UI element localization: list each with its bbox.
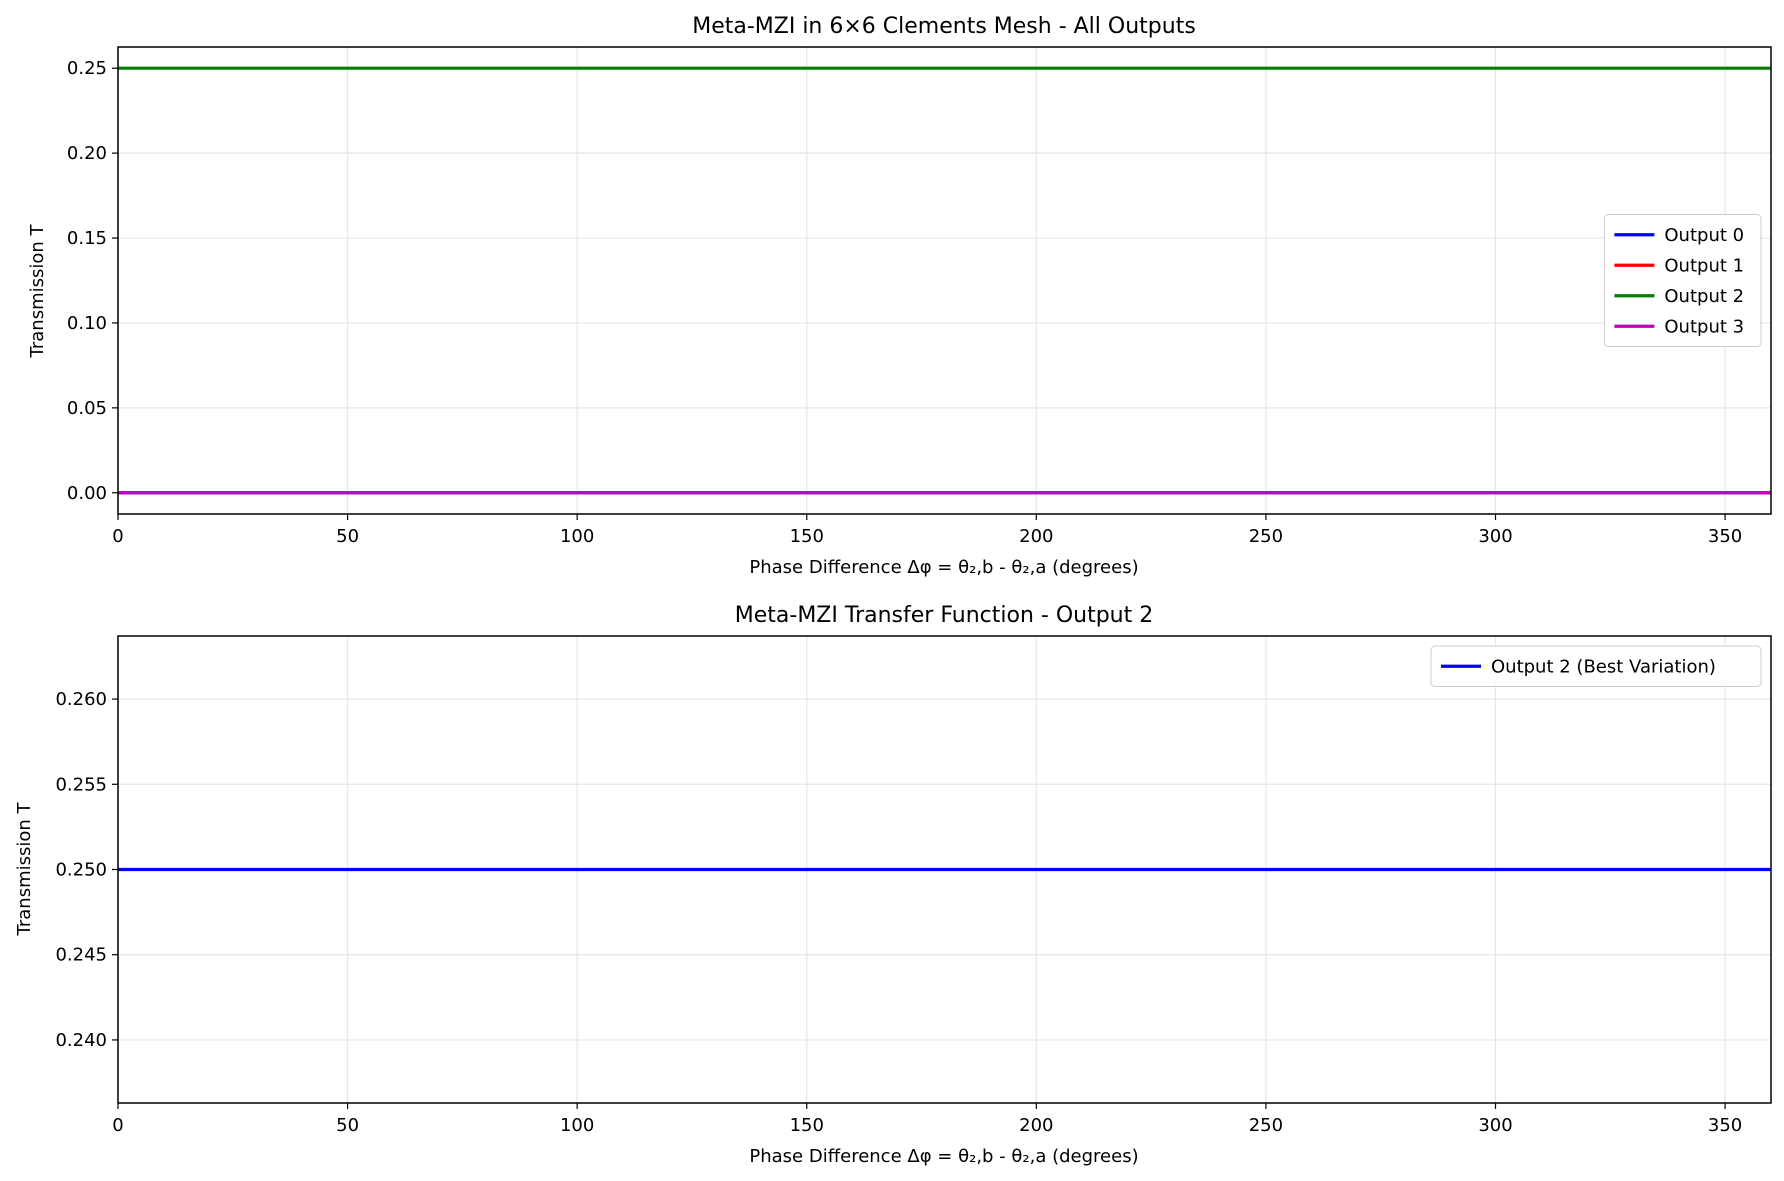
- legend-box: [1603, 214, 1762, 347]
- chart-title: Meta-MZI in 6×6 Clements Mesh - All Outp…: [692, 14, 1196, 39]
- x-axis-label: Phase Difference Δφ = θ₂,b - θ₂,a (degre…: [749, 1146, 1138, 1167]
- x-tick-label: 0: [112, 1115, 123, 1136]
- x-tick-label: 300: [1478, 1115, 1512, 1136]
- x-tick-label: 100: [560, 526, 594, 547]
- y-tick-label: 0.255: [55, 774, 107, 795]
- y-tick-label: 0.00: [67, 483, 107, 504]
- y-tick-label: 0.15: [67, 228, 107, 249]
- legend: Output 2 (Best Variation): [1430, 645, 1762, 687]
- chart-title: Meta-MZI Transfer Function - Output 2: [735, 603, 1153, 628]
- plot-frame: [117, 46, 1772, 515]
- x-tick-label: 200: [1019, 526, 1053, 547]
- legend-box: [1430, 645, 1762, 687]
- x-tick-label: 300: [1478, 526, 1512, 547]
- x-tick-label: 100: [560, 1115, 594, 1136]
- y-axis-label: Transmission T: [27, 223, 48, 358]
- y-tick-label: 0.250: [55, 860, 107, 881]
- y-tick-label: 0.20: [67, 143, 107, 164]
- plot-area-1: 0 50 100 150 200 250 300 350 0.00 0.05 0.10 0.15 0.2…: [67, 46, 1772, 547]
- series-group: [118, 66, 1771, 495]
- x-tick-label: 250: [1249, 1115, 1283, 1136]
- legend: Output 0 Output 1 Output 2 Output 3: [1603, 214, 1762, 347]
- x-tick-label: 350: [1708, 526, 1742, 547]
- x-axis-label: Phase Difference Δφ = θ₂,b - θ₂,a (degre…: [749, 557, 1138, 578]
- chart-2: Meta-MZI Transfer Function - Output 2 Ph…: [14, 603, 1772, 1167]
- x-tick-label: 50: [336, 526, 359, 547]
- y-tick-label: 0.10: [67, 313, 107, 334]
- x-tick-label: 150: [790, 1115, 824, 1136]
- legend-label: Output 3: [1664, 316, 1744, 337]
- y-tick-label: 0.245: [55, 945, 107, 966]
- y-tick-label: 0.260: [55, 689, 107, 710]
- x-tick-label: 0: [112, 526, 123, 547]
- x-tick-label: 250: [1249, 526, 1283, 547]
- y-tick-label: 0.05: [67, 398, 107, 419]
- x-tick-label: 150: [790, 526, 824, 547]
- x-tick-label: 50: [336, 1115, 359, 1136]
- legend-label: Output 2: [1664, 286, 1744, 307]
- legend-label: Output 0: [1664, 225, 1744, 246]
- y-tick-label: 0.25: [67, 58, 107, 79]
- legend-label: Output 2 (Best Variation): [1491, 656, 1716, 677]
- x-tick-label: 350: [1708, 1115, 1742, 1136]
- chart-1: Meta-MZI in 6×6 Clements Mesh - All Outp…: [27, 14, 1772, 578]
- legend-label: Output 1: [1664, 255, 1744, 276]
- plot-area-2: 0 50 100 150 200 250 300 350 0.240 0.245 0.250 0.25…: [55, 635, 1772, 1136]
- y-axis-label: Transmission T: [14, 801, 35, 936]
- x-tick-label: 200: [1019, 1115, 1053, 1136]
- y-tick-label: 0.240: [55, 1030, 107, 1051]
